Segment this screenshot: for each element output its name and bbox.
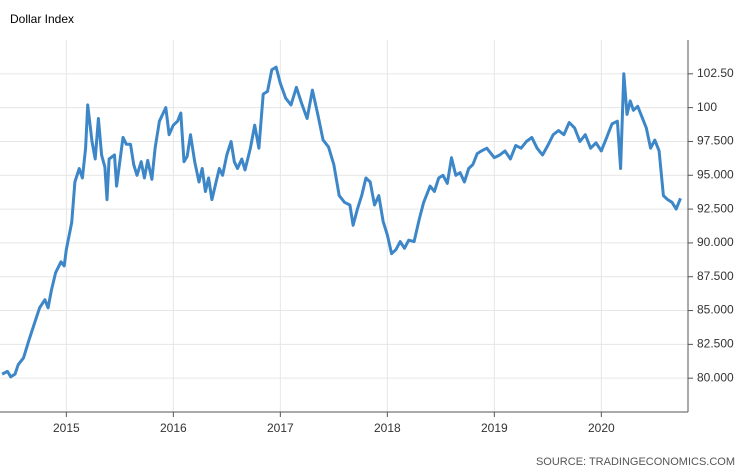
- y-tick-label: 92.500: [697, 201, 734, 215]
- x-tick-label: 2017: [267, 421, 294, 435]
- y-tick-label: 90.000: [697, 235, 734, 249]
- x-tick-label: 2016: [160, 421, 187, 435]
- x-tick-label: 2015: [53, 421, 80, 435]
- source: SOURCE: TRADINGECONOMICS.COM: [536, 456, 735, 468]
- chart-title: Dollar Index: [10, 12, 74, 26]
- line-series: [1, 65, 682, 379]
- y-tick-label: 80.000: [697, 370, 734, 384]
- x-tick-label: 2020: [588, 421, 615, 435]
- y-tick-label: 102.50: [697, 66, 734, 80]
- y-tick-label: 85.000: [697, 303, 734, 317]
- x-tick-label: 2019: [481, 421, 508, 435]
- x-tick-label: 2018: [374, 421, 401, 435]
- y-tick-label: 97.500: [697, 134, 734, 148]
- y-tick-label: 82.500: [697, 337, 734, 351]
- y-tick-label: 87.500: [697, 269, 734, 283]
- y-tick-label: 100: [697, 100, 717, 114]
- y-tick-label: 95.000: [697, 167, 734, 181]
